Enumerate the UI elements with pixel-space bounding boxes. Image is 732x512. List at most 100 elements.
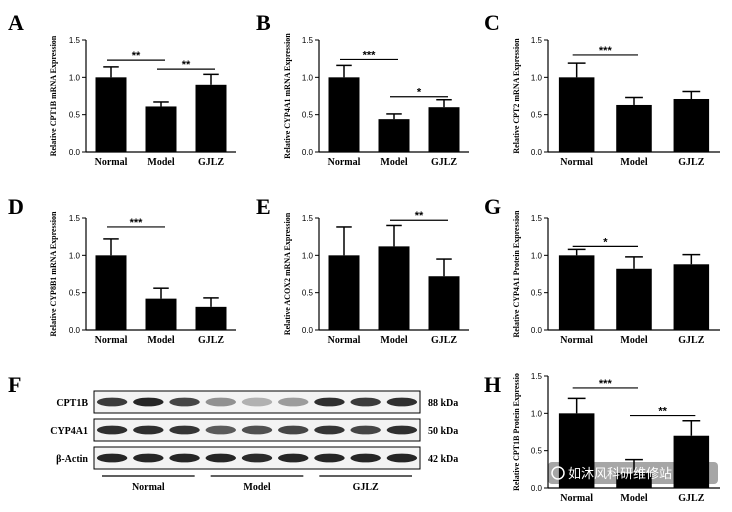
y-tick-label: 0.0 — [531, 484, 543, 493]
significance-label: ** — [415, 210, 424, 222]
blot-protein-label: CPT1B — [56, 398, 88, 409]
blot-band — [314, 397, 345, 407]
blot-band — [241, 397, 273, 407]
blot-band — [205, 453, 236, 463]
blot-group-label: Normal — [132, 482, 165, 493]
blot-band — [278, 453, 309, 463]
x-tick-label: Normal — [328, 157, 361, 168]
blot-size-label: 42 kDa — [428, 454, 458, 465]
significance-label: *** — [599, 45, 613, 57]
bar — [673, 264, 710, 330]
y-tick-label: 1.0 — [302, 251, 314, 260]
blot-band — [350, 425, 381, 435]
bar — [616, 104, 652, 152]
blot-size-label: 88 kDa — [428, 398, 458, 409]
significance-label: ** — [182, 59, 191, 71]
bar — [616, 473, 652, 488]
watermark-text: 如沐风科研维修站 — [568, 466, 672, 482]
panel-h: H 0.0 0.5 1.0 1.5 Relative CPT1B Protein Expr… — [484, 372, 720, 504]
panel-letter: F — [8, 372, 21, 397]
y-tick-label: 1.0 — [69, 251, 81, 260]
bar — [428, 276, 460, 330]
y-tick-label: 0.5 — [302, 111, 314, 120]
y-tick-label: 1.0 — [531, 409, 543, 418]
y-tick-label: 0.0 — [531, 148, 543, 157]
blot-band — [96, 425, 128, 435]
panel-a: A 0.0 0.5 1.0 1.5 Relative CPT1B mRNA Express… — [8, 10, 236, 168]
y-tick-label: 0.5 — [531, 447, 543, 456]
x-tick-label: Model — [620, 157, 647, 168]
blot-protein-label: CYP4A1 — [50, 426, 88, 437]
bar — [95, 255, 127, 330]
bar — [558, 413, 595, 488]
panel-letter: D — [8, 194, 24, 219]
significance-label: * — [603, 236, 608, 248]
bar — [558, 255, 595, 330]
bar — [95, 77, 127, 152]
blot-band — [133, 397, 164, 407]
x-tick-label: Normal — [95, 157, 128, 168]
y-axis-label: Relative CPT1B Protein Expressio — [512, 373, 521, 491]
y-axis-label: Relative CPT1B mRNA Expression — [49, 35, 58, 156]
y-tick-label: 0.0 — [69, 148, 81, 157]
x-tick-label: GJLZ — [431, 335, 457, 346]
panel-d: D 0.0 0.5 1.0 1.5 Relative CYP8B1 mRNA Expres… — [8, 194, 236, 346]
blot-size-label: 50 kDa — [428, 426, 458, 437]
blot-band — [169, 425, 200, 435]
watermark: 如沐风科研维修站 — [548, 462, 718, 484]
bar — [145, 298, 177, 330]
x-tick-label: Model — [620, 335, 647, 346]
blot-band — [133, 453, 164, 463]
x-tick-label: GJLZ — [431, 157, 457, 168]
blot-band — [278, 425, 309, 435]
x-tick-label: GJLZ — [198, 157, 224, 168]
x-tick-label: Normal — [560, 335, 593, 346]
x-tick-label: GJLZ — [678, 335, 704, 346]
y-tick-label: 1.5 — [302, 214, 314, 223]
x-tick-label: Model — [380, 335, 407, 346]
panel-f: F CPT1B 88 kDa CYP4A1 50 kDa β-Actin 42 kDa Nor… — [8, 372, 458, 493]
x-tick-label: Normal — [328, 335, 361, 346]
panel-letter: A — [8, 10, 24, 35]
y-tick-label: 1.5 — [531, 372, 543, 381]
blot-protein-label: β-Actin — [56, 454, 88, 465]
y-axis-label: Relative CYP4A1 mRNA Expression — [283, 33, 292, 159]
y-tick-label: 1.0 — [302, 73, 314, 82]
blot-band — [350, 397, 381, 407]
y-tick-label: 0.5 — [302, 289, 314, 298]
blot-band — [205, 425, 236, 435]
x-tick-label: GJLZ — [198, 335, 224, 346]
y-tick-label: 1.5 — [531, 214, 543, 223]
bar — [616, 268, 652, 330]
blot-band — [386, 397, 418, 407]
y-axis-label: Relative ACOX2 mRNA Expression — [283, 212, 292, 335]
y-axis-label: Relative CPT2 mRNA Expression — [512, 38, 521, 154]
panel-e: E 0.0 0.5 1.0 1.5 Relative ACOX2 mRNA Express… — [256, 194, 469, 346]
blot-band — [96, 453, 128, 463]
significance-label: *** — [599, 378, 613, 390]
blot-group-label: GJLZ — [353, 482, 379, 493]
y-tick-label: 1.5 — [69, 36, 81, 45]
blot-band — [169, 397, 200, 407]
y-tick-label: 1.0 — [69, 73, 81, 82]
bar — [428, 107, 460, 152]
blot-band — [96, 397, 128, 407]
significance-label: ** — [132, 50, 141, 62]
y-tick-label: 0.5 — [531, 289, 543, 298]
y-tick-label: 1.0 — [531, 73, 543, 82]
blot-band — [241, 425, 273, 435]
y-axis-label: Relative CYP8B1 mRNA Expression — [49, 211, 58, 337]
significance-label: *** — [130, 217, 144, 229]
panel-letter: B — [256, 10, 271, 35]
blot-band — [314, 425, 345, 435]
y-tick-label: 0.0 — [302, 326, 314, 335]
y-tick-label: 1.0 — [531, 251, 543, 260]
blot-band — [205, 397, 236, 407]
y-tick-label: 0.5 — [69, 111, 81, 120]
blot-band — [278, 397, 309, 407]
bar — [328, 77, 360, 152]
bar — [195, 84, 227, 152]
bar — [328, 255, 360, 330]
bar — [558, 77, 595, 152]
significance-label: * — [417, 87, 422, 99]
